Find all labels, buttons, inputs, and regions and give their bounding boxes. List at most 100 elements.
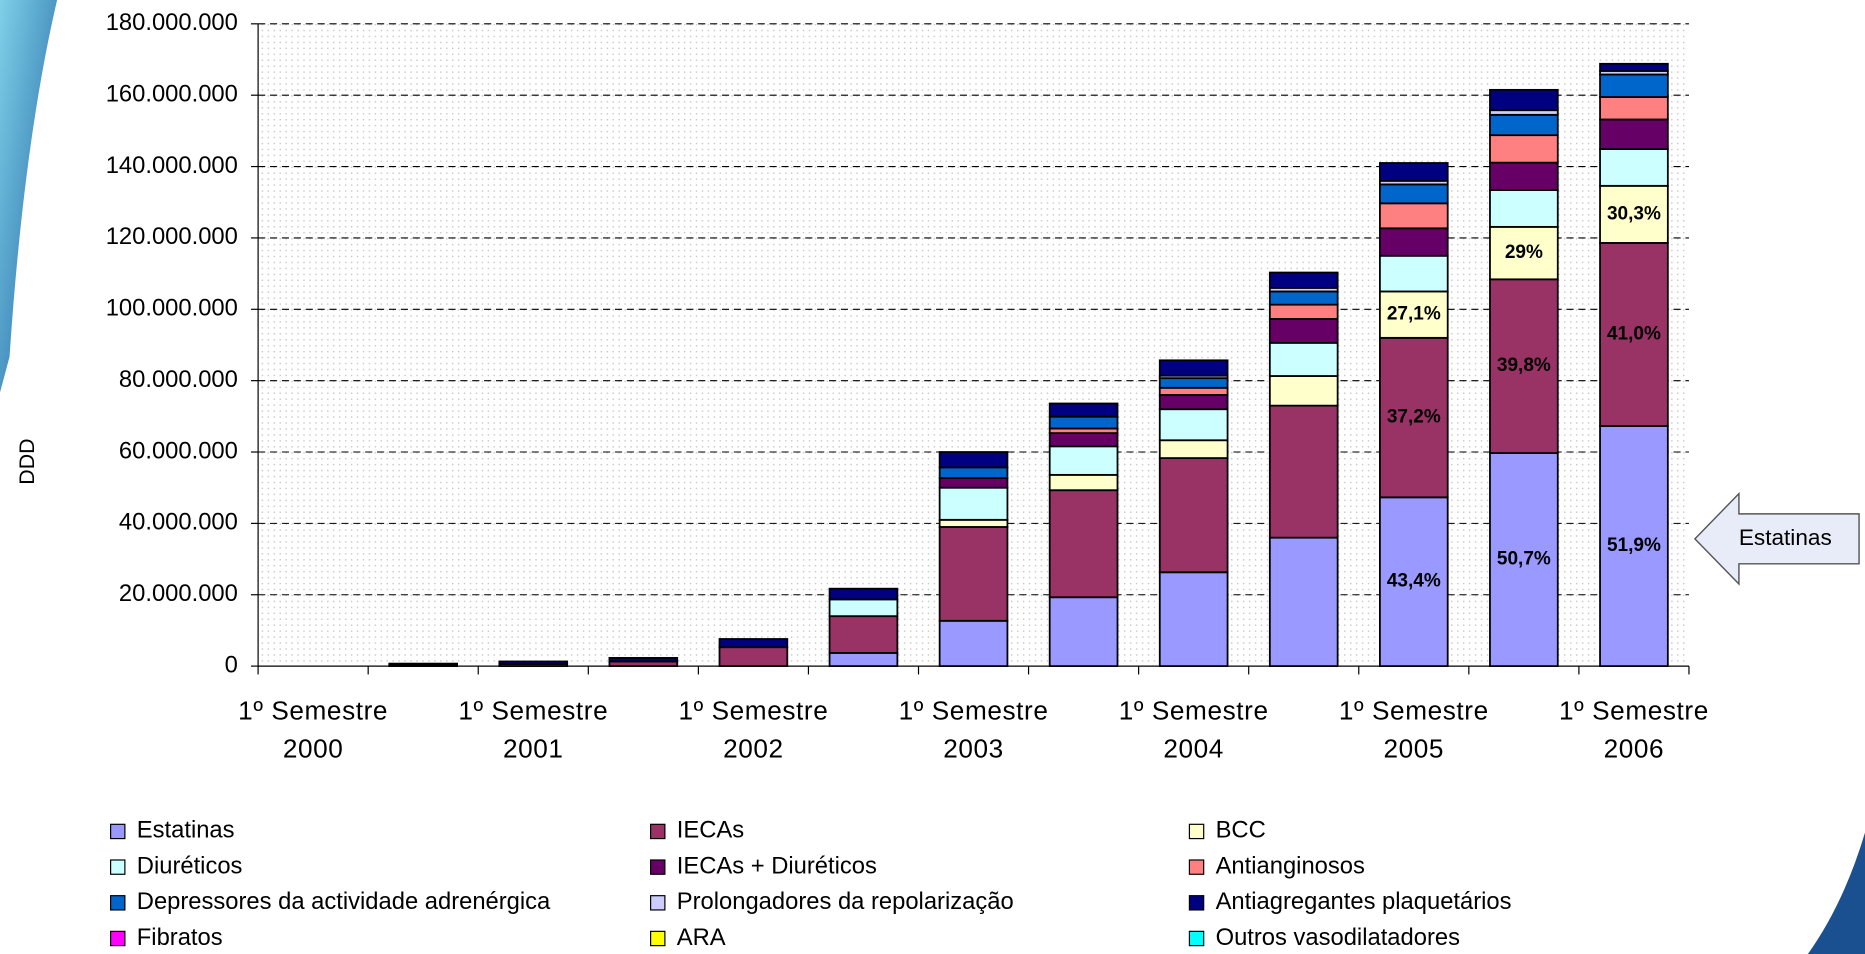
bar-segment — [1599, 62, 1669, 72]
x-tick-label: 1º Semestre 2004 — [1118, 695, 1269, 764]
legend-swatch — [650, 895, 666, 911]
bar-segment — [1599, 425, 1669, 668]
annotation: Estatinas — [1739, 525, 1832, 550]
y-tick-label: 60.000.000 — [119, 437, 238, 464]
bar-segment — [1489, 113, 1559, 137]
bar-segment — [1599, 148, 1669, 187]
bar-segment — [1379, 202, 1449, 230]
bar-segment — [1489, 134, 1559, 164]
y-tick-label: 160.000.000 — [106, 80, 238, 107]
bar-segment — [1268, 271, 1339, 289]
bar-segment — [938, 451, 1009, 469]
legend-swatch — [1188, 895, 1205, 911]
bar-segment — [1158, 377, 1229, 389]
bar-segment — [1268, 341, 1339, 377]
bar-segment — [1268, 375, 1339, 407]
bar-segment — [938, 466, 1009, 479]
legend-label: Antiagregantes plaquetários — [1216, 888, 1512, 915]
bar-segment — [1379, 336, 1449, 499]
bar-segment — [1268, 318, 1339, 344]
bar-segment — [1599, 96, 1669, 121]
bar-segment — [1158, 359, 1229, 377]
bar-segment — [828, 615, 899, 654]
legend-label: Diuréticos — [137, 852, 243, 879]
x-tick-label: 1º Semestre 2001 — [458, 695, 609, 764]
y-axis-label: DDD — [15, 438, 39, 484]
bar-segment — [1489, 452, 1559, 668]
bar-segment — [1379, 183, 1449, 205]
bar-segment — [1489, 189, 1559, 228]
bar-segment — [938, 477, 1009, 489]
bar-segment — [1158, 394, 1229, 411]
bar-segment — [1489, 278, 1559, 454]
segment-label: 51,9% — [1607, 535, 1661, 556]
y-tick-label: 120.000.000 — [106, 223, 238, 250]
bar-segment — [938, 526, 1009, 622]
y-tick-label: 140.000.000 — [106, 152, 238, 179]
bar-segment — [1379, 254, 1449, 293]
legend-swatch — [650, 930, 666, 947]
bar-segment — [1158, 571, 1229, 668]
y-tick-label: 80.000.000 — [119, 366, 238, 393]
legend-label: Outros vasodilatadores — [1216, 924, 1461, 951]
bar-segment — [938, 518, 1009, 528]
legend-label: ARA — [677, 924, 726, 951]
x-tick-label-text: 1º Semestre 2004 — [1118, 695, 1269, 764]
bar-segment — [828, 652, 899, 668]
x-tick-label-text: 1º Semestre 2002 — [678, 695, 829, 764]
bar-segment — [1048, 402, 1119, 418]
legend-label: Fibratos — [137, 924, 223, 951]
bar-segment — [608, 657, 679, 663]
legend-swatch — [1188, 859, 1205, 875]
bar-segment — [1489, 88, 1559, 112]
legend-swatch — [110, 859, 126, 875]
legend-label: IECAs — [677, 817, 744, 844]
bar-segment — [828, 587, 899, 601]
legend-label: IECAs + Diuréticos — [677, 852, 877, 879]
bar-segment — [1048, 489, 1119, 599]
bar-segment — [1599, 242, 1669, 427]
legend-swatch — [650, 823, 666, 840]
x-tick-label-text: 1º Semestre 2003 — [898, 695, 1049, 764]
y-tick-label: 100.000.000 — [106, 295, 238, 322]
legend-label: Antianginosos — [1216, 852, 1365, 879]
legend-swatch — [650, 859, 666, 875]
bar-segment — [1048, 445, 1119, 476]
x-tick-label-text: 1º Semestre 2001 — [458, 695, 609, 764]
segment-label: 30,3% — [1607, 203, 1661, 224]
legend-label: Estatinas — [137, 817, 235, 844]
bar-segment — [718, 638, 789, 649]
segment-label: 50,7% — [1497, 549, 1551, 570]
legend-label: Depressores da actividade adrenérgica — [137, 888, 551, 915]
y-tick-label: 0 — [225, 651, 238, 678]
legend-swatch — [1188, 930, 1205, 947]
bar-segment — [498, 660, 569, 665]
bar-segment — [938, 486, 1009, 521]
x-tick-label-text: 1º Semestre 2000 — [238, 695, 389, 764]
bar-segment — [1599, 73, 1669, 98]
bar-segment — [1489, 161, 1559, 192]
x-tick-label: 1º Semestre 2000 — [238, 695, 389, 764]
segment-label: 27,1% — [1387, 304, 1441, 325]
bar-segment — [1379, 227, 1449, 257]
legend-swatch — [1188, 823, 1205, 840]
legend-swatch — [110, 930, 126, 947]
bar-segment — [1268, 303, 1339, 320]
legend-label: Prolongadores da repolarização — [677, 888, 1014, 915]
bar-segment — [1048, 473, 1119, 492]
bar-segment — [1158, 457, 1229, 574]
bar-segment — [388, 662, 458, 666]
segment-label: 43,4% — [1387, 571, 1441, 592]
segment-label: 29% — [1505, 242, 1543, 263]
x-tick-label: 1º Semestre 2005 — [1339, 696, 1488, 764]
bar-segment — [1158, 386, 1229, 396]
y-tick-label: 40.000.000 — [119, 509, 238, 536]
bar-segment — [828, 598, 899, 618]
legend-swatch — [110, 895, 126, 911]
bar-segment — [1268, 404, 1339, 539]
bar-segment — [1599, 118, 1669, 150]
bar-segment — [718, 646, 789, 668]
x-tick-label: 1º Semestre 2003 — [898, 695, 1049, 764]
y-tick-label: 180.000.000 — [106, 9, 238, 36]
